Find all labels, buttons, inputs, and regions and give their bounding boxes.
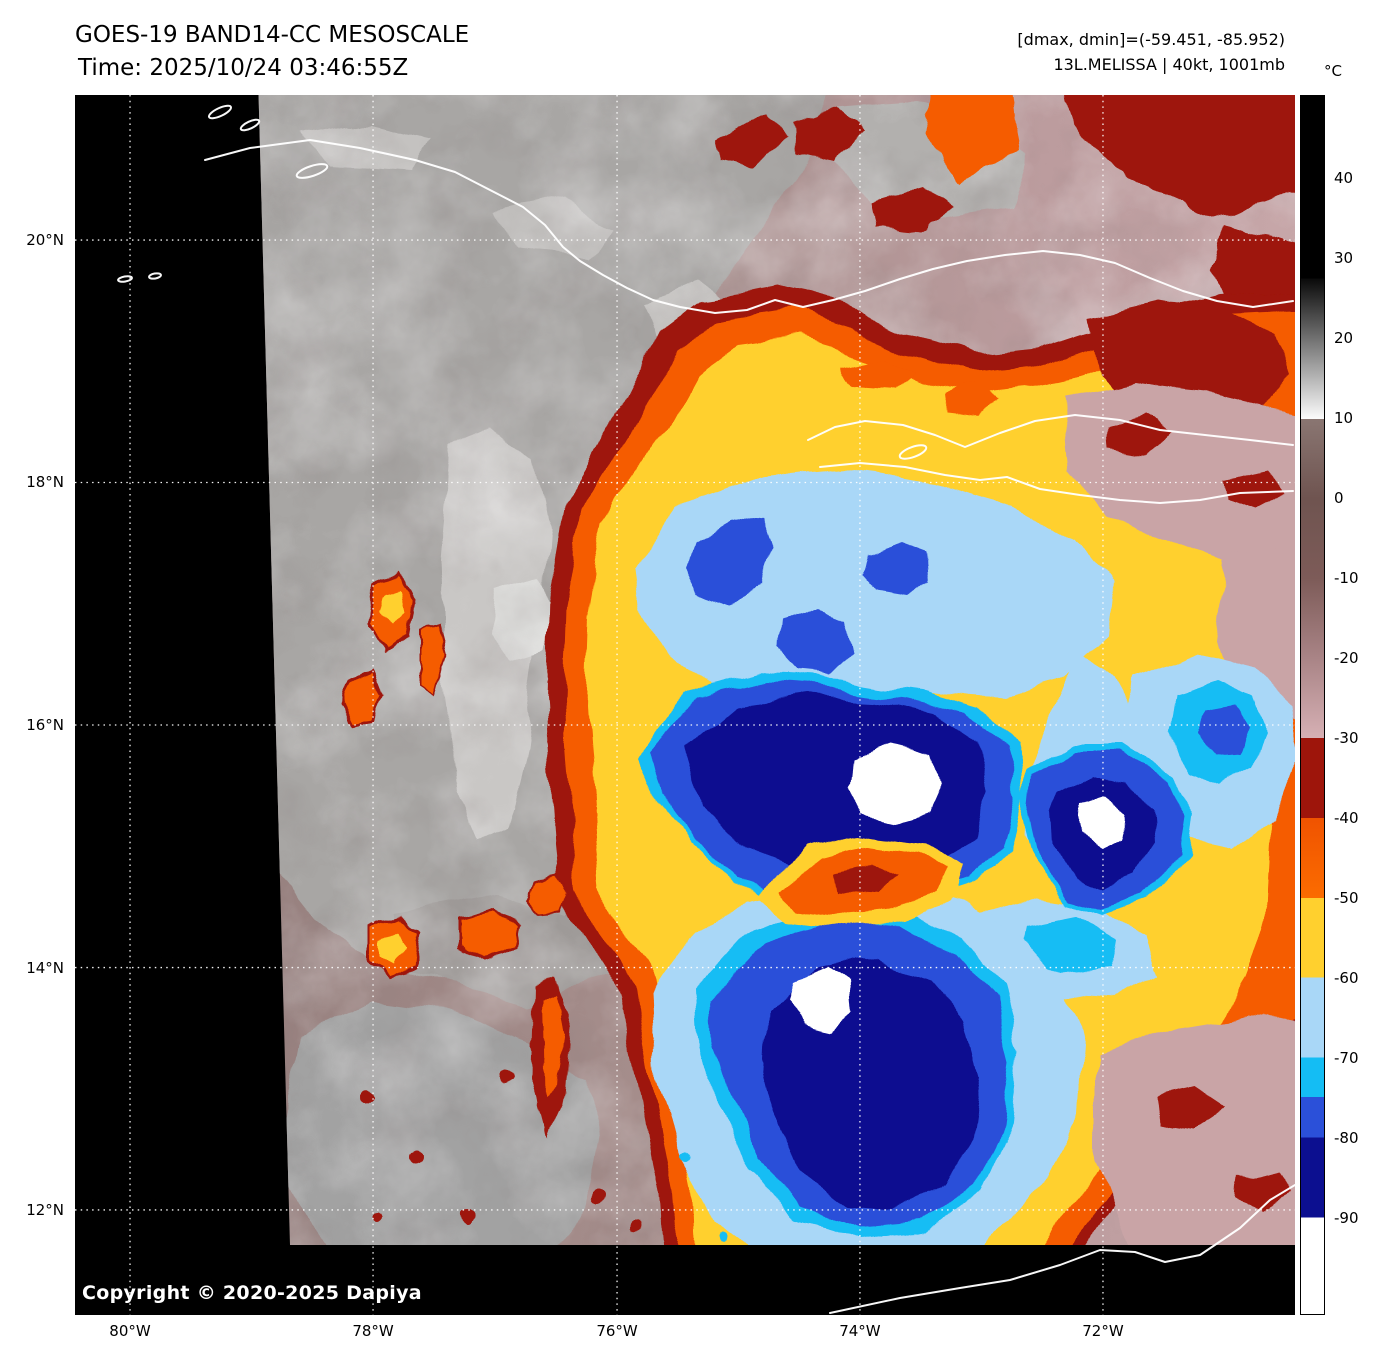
colorbar-tick-label: 0 [1334, 489, 1344, 508]
cyan-speckle [718, 1232, 728, 1242]
hispaniola-north-coastline [807, 414, 1294, 448]
colorbar-tick-labels: 40 30 20 10 0 -10 -20 -30 -40 -50 -60 -70 -80 -90 [1334, 95, 1390, 1315]
cold-cloud-blue [773, 610, 853, 673]
colorbar-tick-label: -20 [1334, 649, 1359, 668]
cold-cloud-core-navy [685, 695, 993, 877]
red-speckle [500, 1070, 514, 1084]
convective-hotspot [419, 621, 447, 697]
warm-cloud-streak [793, 107, 865, 161]
colorbar-tick-label: -10 [1334, 569, 1359, 588]
red-speckle [1157, 1087, 1227, 1127]
cold-cloud-blue [860, 543, 930, 595]
warm-cloud-streak [870, 187, 953, 233]
warm-cloud-streak [1060, 95, 1295, 217]
colorbar [1300, 95, 1325, 1315]
product-title: GOES-19 BAND14-CC MESOSCALE [75, 22, 470, 48]
storm-orange-patch [945, 387, 1000, 417]
satellite-data-region [258, 95, 1295, 1245]
header-info-block: [dmax, dmin]=(-59.451, -85.952) 13L.MELI… [1017, 27, 1285, 77]
longitude-label: 80°W [109, 1322, 151, 1340]
island-outline [148, 272, 162, 280]
warm-cloud-streak [923, 95, 1020, 183]
longitude-label: 74°W [839, 1322, 881, 1340]
colorbar-tick-label: -40 [1334, 809, 1359, 828]
colorbar-tick-label: -60 [1334, 969, 1359, 988]
longitude-axis-labels: 80°W 78°W 76°W 74°W 72°W [75, 1322, 1295, 1346]
warm-pink-region [1097, 1017, 1295, 1245]
red-speckle [371, 1211, 383, 1223]
latitude-label: 16°N [26, 716, 64, 734]
red-speckle [459, 1209, 475, 1225]
storm-info: 13L.MELISSA | 40kt, 1001mb [1053, 55, 1285, 74]
convective-hotspot [525, 873, 569, 917]
hispaniola-south-coastline [819, 462, 1294, 504]
cuba-coastline [204, 139, 1294, 314]
colorbar-tick-label: -90 [1334, 1209, 1359, 1228]
warm-intrusion-red [835, 865, 897, 895]
colorbar-unit-label: °C [1324, 62, 1342, 80]
hotspot-layer [339, 573, 728, 1242]
storm-orange-patch [845, 357, 915, 390]
red-speckle [589, 1189, 605, 1205]
warm-cloud-streak [715, 113, 787, 167]
coldest-cloud-white [1083, 799, 1128, 845]
colorbar-tick-label: -80 [1334, 1129, 1359, 1148]
latitude-label: 20°N [26, 231, 64, 250]
cold-cloud-cyan [1020, 915, 1120, 975]
red-speckle [410, 1150, 424, 1164]
latitude-label: 14°N [26, 958, 64, 977]
colorbar-tick-label: -70 [1334, 1049, 1359, 1068]
longitude-label: 76°W [596, 1322, 638, 1340]
latitude-label: 12°N [26, 1200, 64, 1219]
warm-streak [543, 993, 564, 1095]
colorbar-tick-label: -30 [1334, 729, 1359, 748]
convective-hotspot-core [380, 590, 405, 625]
red-speckle [1105, 415, 1175, 451]
longitude-label: 72°W [1082, 1322, 1124, 1340]
coastline-layer [117, 104, 1295, 1314]
red-speckle [1235, 1167, 1291, 1207]
satellite-map-svg [75, 95, 1295, 1315]
colorbar-tick-label: 20 [1334, 329, 1354, 348]
longitude-label: 78°W [352, 1322, 394, 1340]
red-speckle [1225, 467, 1287, 507]
convective-hotspot [458, 908, 522, 962]
island-outline [207, 104, 233, 120]
latitude-label: 18°N [26, 473, 64, 492]
warm-streak-layer [715, 95, 1295, 357]
latitude-axis-labels: 20°N 18°N 16°N 14°N 12°N [0, 95, 68, 1315]
coldest-cloud-white [847, 747, 947, 819]
colorbar-tick-label: 30 [1334, 249, 1354, 268]
cyan-speckle [681, 1151, 693, 1163]
coldest-cloud-white [786, 972, 856, 1029]
colorbar-tick-label: 10 [1334, 409, 1354, 428]
red-speckle [359, 1089, 375, 1105]
south-america-coastline [829, 1184, 1295, 1314]
colorbar-tick-label: 40 [1334, 169, 1354, 188]
island-outline [117, 275, 133, 283]
colorbar-tick-label: -50 [1334, 889, 1359, 908]
storm-layer [545, 287, 1295, 1245]
copyright-notice: Copyright © 2020-2025 Dapiya [82, 1282, 422, 1304]
gonave-island-outline [898, 444, 928, 460]
timestamp: Time: 2025/10/24 03:46:55Z [78, 55, 409, 81]
island-outline [295, 163, 329, 179]
dmax-dmin-readout: [dmax, dmin]=(-59.451, -85.952) [1017, 30, 1285, 49]
grid-layer [75, 95, 1295, 1315]
cold-cloud-blue [687, 520, 775, 603]
red-speckle [630, 1220, 644, 1234]
cold-cloud-blue [1193, 707, 1249, 757]
convective-hotspot-core [380, 933, 405, 963]
map-plot [75, 95, 1295, 1315]
island-outline [239, 118, 261, 132]
